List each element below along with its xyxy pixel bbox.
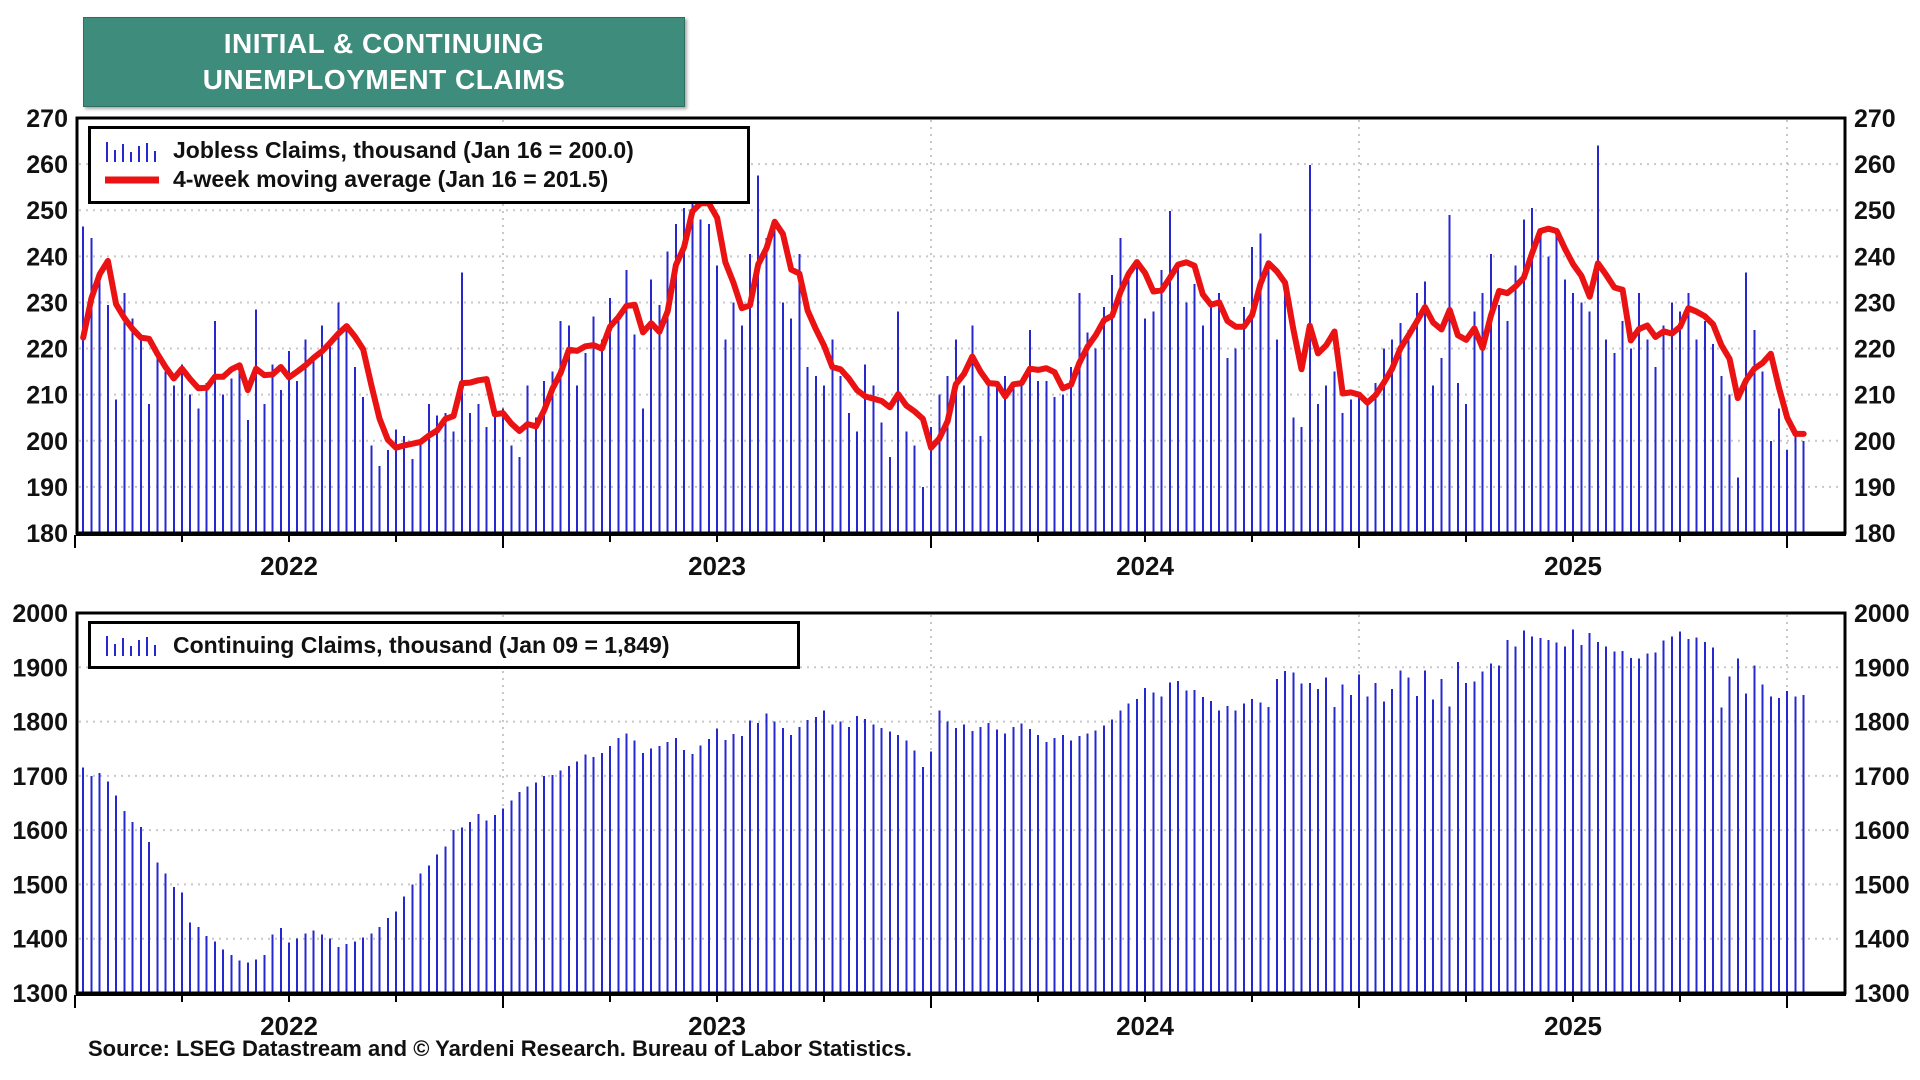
- svg-text:220: 220: [26, 336, 68, 364]
- svg-text:2022: 2022: [260, 1011, 318, 1041]
- continuing-claims-frame: [75, 611, 1847, 995]
- svg-text:1900: 1900: [12, 654, 68, 682]
- svg-text:2024: 2024: [1116, 1011, 1174, 1041]
- svg-text:1800: 1800: [1854, 709, 1910, 737]
- svg-text:220: 220: [1854, 336, 1896, 364]
- continuing-claims-x-ticks: [74, 995, 1788, 1008]
- continuing-claims-legend-label: Continuing Claims, thousand (Jan 09 = 1,…: [173, 631, 670, 658]
- svg-text:1500: 1500: [1854, 871, 1910, 899]
- chart-title-line2: UNEMPLOYMENT CLAIMS: [202, 64, 566, 95]
- continuing-claims-year-labels: 2022 2023 2024 2025: [260, 1011, 1602, 1041]
- top-chart-legend: Jobless Claims, thousand (Jan 16 = 200.0…: [88, 126, 750, 204]
- svg-text:190: 190: [1854, 474, 1896, 502]
- svg-text:230: 230: [26, 289, 68, 317]
- svg-text:2023: 2023: [688, 551, 746, 581]
- svg-text:200: 200: [1854, 428, 1896, 456]
- svg-text:190: 190: [26, 474, 68, 502]
- svg-text:1700: 1700: [1854, 763, 1910, 791]
- svg-text:1500: 1500: [12, 871, 68, 899]
- svg-text:210: 210: [26, 382, 68, 410]
- svg-text:240: 240: [26, 243, 68, 271]
- svg-text:250: 250: [1854, 197, 1896, 225]
- svg-text:1700: 1700: [12, 763, 68, 791]
- svg-text:2000: 2000: [1854, 600, 1910, 628]
- continuing-claims-gridlines: [79, 615, 1843, 991]
- svg-text:260: 260: [1854, 151, 1896, 179]
- svg-text:1800: 1800: [12, 709, 68, 737]
- svg-text:250: 250: [26, 197, 68, 225]
- svg-text:1900: 1900: [1854, 654, 1910, 682]
- initial-claims-x-ticks: [74, 535, 1788, 548]
- svg-text:2025: 2025: [1544, 551, 1602, 581]
- red-line-icon: [105, 176, 159, 183]
- bottom-chart-legend: Continuing Claims, thousand (Jan 09 = 1,…: [88, 621, 800, 669]
- svg-text:200: 200: [26, 428, 68, 456]
- source-attribution: Source: LSEG Datastream and © Yardeni Re…: [88, 1036, 912, 1061]
- svg-text:270: 270: [26, 105, 68, 133]
- svg-text:270: 270: [1854, 105, 1896, 133]
- initial-claims-ma-line: [80, 200, 1807, 451]
- svg-text:210: 210: [1854, 382, 1896, 410]
- svg-text:180: 180: [1854, 520, 1896, 548]
- svg-text:240: 240: [1854, 243, 1896, 271]
- blue-bars-icon: [106, 141, 156, 162]
- jobless-claims-legend-label: Jobless Claims, thousand (Jan 16 = 200.0…: [173, 137, 634, 163]
- chart-title-line1: INITIAL & CONTINUING: [223, 28, 545, 59]
- initial-claims-panel: 180 180 190 190 200 200 210 210 220 220 230 230 240 2…: [26, 105, 1895, 581]
- svg-text:1600: 1600: [12, 817, 68, 845]
- svg-text:180: 180: [26, 520, 68, 548]
- svg-text:1400: 1400: [12, 926, 68, 954]
- svg-text:1400: 1400: [1854, 926, 1910, 954]
- legend-row-continuing-claims: Continuing Claims, thousand (Jan 09 = 1,…: [103, 632, 785, 659]
- continuing-claims-y-labels: 1300 1300 1400 1400 1500 1500 1600 1600 1700 1700…: [12, 600, 1909, 1008]
- continuing-claims-panel: 1300 1300 1400 1400 1500 1500 1600 1600 1700 1700…: [12, 600, 1909, 1041]
- continuing-claims-bars: [82, 629, 1805, 992]
- moving-average-legend-label: 4-week moving average (Jan 16 = 201.5): [173, 166, 609, 192]
- svg-text:2023: 2023: [688, 1011, 746, 1041]
- svg-text:2024: 2024: [1116, 551, 1174, 581]
- legend-row-moving-average: 4-week moving average (Jan 16 = 201.5): [103, 166, 735, 193]
- initial-claims-y-labels: 180 180 190 190 200 200 210 210 220 220 230 230 240 2…: [26, 105, 1895, 548]
- legend-row-jobless-claims: Jobless Claims, thousand (Jan 16 = 200.0…: [103, 137, 735, 164]
- svg-text:2022: 2022: [260, 551, 318, 581]
- initial-claims-year-labels: 2022 2023 2024 2025: [260, 551, 1602, 581]
- svg-text:2000: 2000: [12, 600, 68, 628]
- chart-title-box: INITIAL & CONTINUING UNEMPLOYMENT CLAIMS: [83, 17, 685, 107]
- svg-text:2025: 2025: [1544, 1011, 1602, 1041]
- svg-text:1300: 1300: [1854, 980, 1910, 1008]
- blue-bars-icon: [106, 636, 156, 656]
- initial-claims-bars: [82, 145, 1805, 532]
- svg-text:1600: 1600: [1854, 817, 1910, 845]
- svg-text:230: 230: [1854, 289, 1896, 317]
- svg-text:260: 260: [26, 151, 68, 179]
- svg-text:1300: 1300: [12, 980, 68, 1008]
